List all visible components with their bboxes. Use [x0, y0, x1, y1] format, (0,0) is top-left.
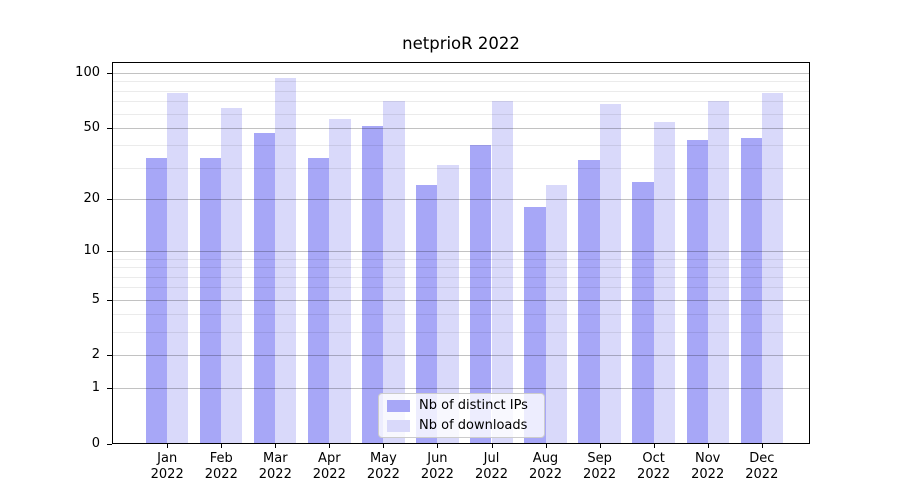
- y-tick-mark: [107, 251, 112, 252]
- plot-area: Nb of distinct IPs Nb of downloads: [112, 62, 810, 444]
- bar-downloads-jul: [491, 101, 513, 444]
- legend-swatch-distinct-ips: [387, 399, 410, 412]
- bar-distinct-ips-mar: [254, 132, 276, 444]
- x-tick-label-jul: Jul 2022: [474, 451, 509, 482]
- x-tick-label-sep: Sep 2022: [583, 451, 617, 482]
- x-tick-label-jan: Jan 2022: [150, 451, 184, 482]
- legend: Nb of distinct IPs Nb of downloads: [378, 393, 545, 438]
- x-tick-mark: [383, 444, 385, 448]
- legend-label-downloads: Nb of downloads: [419, 418, 528, 433]
- bar-downloads-jan: [167, 92, 189, 444]
- x-tick-mark: [329, 444, 331, 448]
- x-tick-label-may: May 2022: [366, 451, 400, 482]
- legend-label-distinct-ips: Nb of distinct IPs: [419, 398, 528, 413]
- y-tick-mark: [107, 387, 112, 389]
- y-tick-label-100: 100: [75, 65, 100, 80]
- chart-title: netprioR 2022: [402, 34, 520, 53]
- y-tick-mark: [107, 443, 112, 445]
- bar-downloads-feb: [221, 108, 243, 444]
- x-tick-mark: [221, 444, 223, 448]
- bars-layer: [112, 62, 810, 444]
- bar-distinct-ips-aug: [524, 207, 546, 444]
- bar-distinct-ips-jan: [146, 158, 168, 444]
- bar-downloads-dec: [761, 92, 783, 444]
- x-tick-label-oct: Oct 2022: [637, 451, 671, 482]
- bar-downloads-jun: [437, 165, 459, 444]
- y-tick-label-20: 20: [83, 191, 100, 207]
- x-tick-mark: [437, 444, 439, 448]
- bar-downloads-sep: [599, 103, 621, 444]
- y-tick-label-5: 5: [91, 291, 100, 307]
- y-tick-label-10: 10: [83, 243, 100, 258]
- x-tick-mark: [275, 444, 277, 448]
- bar-distinct-ips-sep: [578, 160, 600, 444]
- bar-downloads-apr: [329, 118, 351, 444]
- bar-distinct-ips-dec: [740, 137, 762, 444]
- legend-swatch-downloads: [387, 419, 410, 432]
- x-tick-mark: [599, 444, 601, 448]
- x-tick-mark: [761, 444, 763, 448]
- bar-distinct-ips-apr: [308, 158, 330, 444]
- bar-downloads-aug: [545, 185, 567, 444]
- x-tick-label-aug: Aug 2022: [528, 451, 563, 482]
- y-tick-mark: [107, 127, 112, 129]
- bar-downloads-may: [383, 101, 405, 444]
- bar-distinct-ips-feb: [200, 158, 222, 444]
- bar-distinct-ips-oct: [632, 181, 654, 444]
- x-tick-mark: [491, 444, 493, 448]
- x-tick-label-dec: Dec 2022: [745, 451, 779, 482]
- y-tick-label-50: 50: [83, 119, 100, 135]
- y-tick-label-0: 0: [91, 435, 100, 451]
- x-tick-label-feb: Feb 2022: [204, 451, 238, 482]
- y-tick-label-1: 1: [91, 379, 100, 395]
- x-tick-label-mar: Mar 2022: [258, 451, 292, 482]
- x-tick-mark: [545, 444, 547, 448]
- bar-distinct-ips-jul: [470, 145, 492, 444]
- bar-downloads-nov: [707, 101, 729, 444]
- legend-item-downloads: Nb of downloads: [379, 417, 544, 435]
- bar-distinct-ips-may: [362, 126, 384, 444]
- y-tick-label-2: 2: [91, 347, 100, 363]
- y-tick-mark: [107, 199, 112, 201]
- x-tick-label-apr: Apr 2022: [312, 451, 346, 482]
- x-tick-label-jun: Jun 2022: [420, 451, 454, 482]
- y-tick-mark: [107, 355, 112, 357]
- x-tick-label-nov: Nov 2022: [691, 451, 725, 482]
- bar-distinct-ips-nov: [686, 139, 708, 444]
- bar-distinct-ips-jun: [416, 185, 438, 444]
- bar-downloads-mar: [275, 77, 297, 444]
- y-tick-mark: [107, 73, 112, 74]
- bar-downloads-oct: [653, 121, 675, 444]
- x-tick-mark: [653, 444, 655, 448]
- legend-item-distinct-ips: Nb of distinct IPs: [379, 397, 544, 415]
- x-tick-mark: [707, 444, 709, 448]
- x-tick-mark: [167, 444, 169, 448]
- y-tick-mark: [107, 299, 112, 301]
